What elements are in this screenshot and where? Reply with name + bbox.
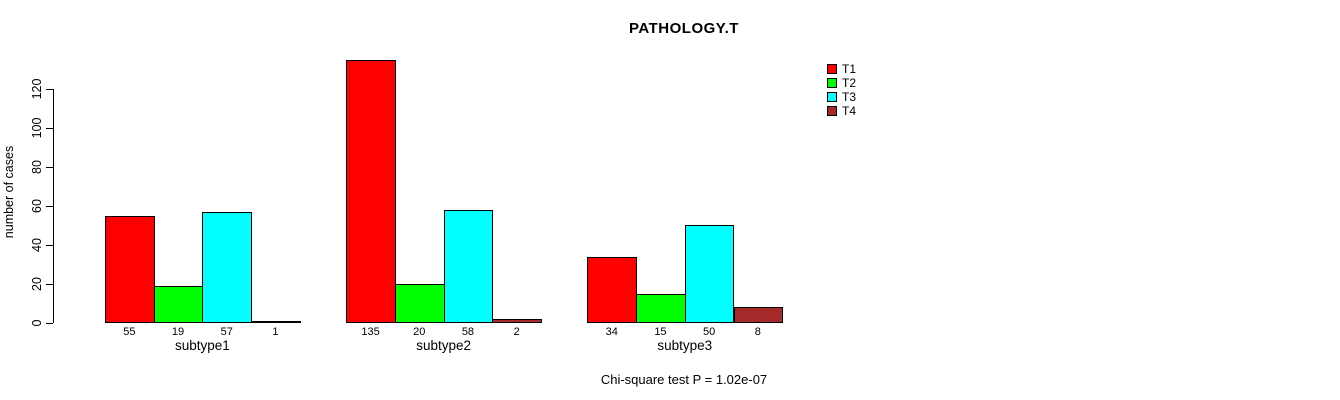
x-category-label: subtype3 [657, 338, 713, 353]
y-tick [46, 283, 53, 285]
legend-label: T2 [842, 76, 857, 90]
legend-item: T3 [827, 90, 856, 104]
y-tick-label: 60 [30, 198, 44, 213]
bar-t2-subtype3 [636, 293, 686, 323]
bar-value-label: 19 [171, 326, 185, 338]
y-tick [46, 88, 53, 90]
bar-value-label: 50 [703, 326, 716, 338]
bar-t4-subtype1 [251, 321, 301, 323]
legend-label: T1 [842, 62, 857, 76]
bar-t1-subtype1 [105, 215, 155, 323]
bar-value-label: 58 [461, 326, 475, 338]
bar-t2-subtype2 [394, 283, 445, 323]
bar-t3-subtype3 [684, 225, 735, 323]
y-tick [46, 244, 53, 246]
legend-label: T3 [842, 90, 857, 104]
chi-square-note: Chi-square test P = 1.02e-07 [600, 372, 768, 387]
bar-value-label: 20 [413, 326, 426, 338]
legend-swatch [827, 64, 837, 74]
x-category-label: subtype1 [174, 338, 230, 353]
bar-t3-subtype1 [202, 211, 253, 323]
legend-item: T4 [827, 104, 856, 118]
y-tick [46, 127, 53, 129]
bar-t3-subtype2 [443, 209, 494, 323]
bar-t4-subtype3 [733, 307, 784, 323]
bar-value-label: 1 [272, 326, 279, 338]
bar-value-label: 8 [754, 326, 761, 338]
y-tick-label: 100 [30, 117, 44, 139]
y-tick [46, 323, 53, 324]
bar-t1-subtype2 [346, 59, 396, 323]
y-tick-label: 120 [30, 78, 44, 100]
bar-value-label: 135 [361, 326, 380, 338]
y-tick-label: 80 [30, 159, 44, 174]
legend-label: T4 [842, 104, 857, 118]
y-tick-label: 0 [30, 319, 44, 327]
chart-title: PATHOLOGY.T [629, 20, 739, 37]
bar-t1-subtype3 [587, 256, 638, 323]
bar-value-label: 15 [654, 326, 667, 338]
y-tick-label: 40 [30, 238, 44, 252]
y-axis-line [53, 88, 54, 323]
legend-item: T2 [827, 76, 856, 90]
y-tick [46, 205, 53, 207]
legend-item: T1 [827, 62, 856, 76]
bar-t2-subtype1 [153, 285, 204, 323]
y-tick-label: 20 [30, 277, 44, 291]
legend: T1 T2 T3 T4 [827, 62, 856, 118]
bar-t4-subtype2 [492, 319, 542, 323]
bar-value-label: 2 [513, 326, 520, 338]
legend-swatch [827, 92, 837, 102]
bar-value-label: 34 [605, 326, 618, 338]
legend-swatch [827, 106, 837, 116]
legend-swatch [827, 78, 837, 88]
bar-value-label: 55 [123, 326, 136, 338]
y-tick [46, 166, 53, 168]
x-category-label: subtype2 [416, 338, 471, 353]
bar-value-label: 57 [220, 326, 233, 338]
